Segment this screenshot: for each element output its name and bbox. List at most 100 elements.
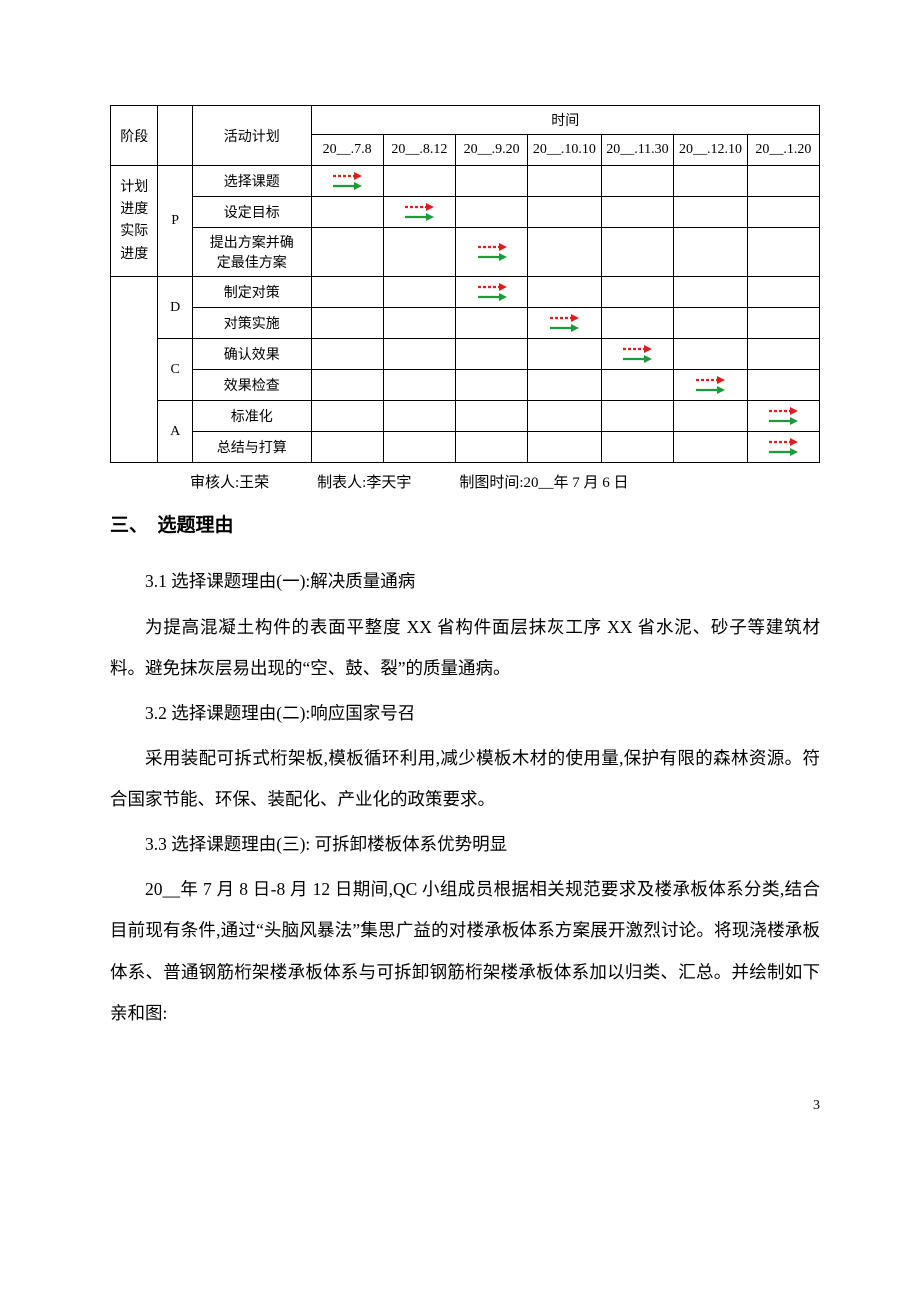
header-pdca-blank <box>158 106 193 166</box>
arrow-cell <box>674 197 747 228</box>
arrow-cell <box>456 308 528 339</box>
arrow-cell <box>383 277 455 308</box>
activity-cell: 设定目标 <box>192 197 311 228</box>
arrow-cell <box>383 432 455 463</box>
activity-cell: 总结与打算 <box>192 432 311 463</box>
arrow-cell <box>601 228 674 277</box>
arrow-cell <box>311 228 383 277</box>
arrow-cell <box>601 401 674 432</box>
arrow-cell <box>456 401 528 432</box>
time-col-5: 20__.12.10 <box>674 135 747 166</box>
activity-cell: 制定对策 <box>192 277 311 308</box>
activity-cell: 提出方案并确 定最佳方案 <box>192 228 311 277</box>
arrow-cell <box>747 308 819 339</box>
arrow-cell <box>601 166 674 197</box>
table-row: 对策实施 <box>111 308 820 339</box>
page-content: 阶段 活动计划 时间 20__.7.8 20__.8.12 20__.9.20 … <box>0 0 920 1098</box>
p3-body: 20__年 7 月 8 日-8 月 12 日期间,QC 小组成员根据相关规范要求… <box>110 869 820 1034</box>
section-body: 3.1 选择课题理由(一):解决质量通病 为提高混凝土构件的表面平整度 XX 省… <box>110 561 820 1033</box>
arrow-cell <box>528 166 601 197</box>
p2-title: 3.2 选择课题理由(二):响应国家号召 <box>110 693 820 734</box>
arrow-cell <box>456 228 528 277</box>
arrow-cell <box>674 228 747 277</box>
arrow-cell <box>311 308 383 339</box>
phase-D: D <box>158 277 193 339</box>
arrow-cell <box>528 228 601 277</box>
activity-cell: 选择课题 <box>192 166 311 197</box>
date-label: 制图时间:20__年 7 月 6 日 <box>459 471 628 492</box>
arrow-cell <box>674 401 747 432</box>
section-heading: 三、 选题理由 <box>110 510 820 537</box>
p2-body: 采用装配可拆式桁架板,模板循环利用,减少模板木材的使用量,保护有限的森林资源。符… <box>110 738 820 820</box>
table-row: 总结与打算 <box>111 432 820 463</box>
activity-cell: 对策实施 <box>192 308 311 339</box>
arrow-cell <box>383 370 455 401</box>
activity-cell: 确认效果 <box>192 339 311 370</box>
time-col-3: 20__.10.10 <box>528 135 601 166</box>
phase-P: P <box>158 166 193 277</box>
time-col-4: 20__.11.30 <box>601 135 674 166</box>
arrow-cell <box>528 401 601 432</box>
arrow-cell <box>311 339 383 370</box>
arrow-cell <box>456 277 528 308</box>
arrow-cell <box>456 370 528 401</box>
header-activity: 活动计划 <box>192 106 311 166</box>
table-row: 提出方案并确 定最佳方案 <box>111 228 820 277</box>
time-col-0: 20__.7.8 <box>311 135 383 166</box>
arrow-cell <box>528 370 601 401</box>
arrow-cell <box>383 308 455 339</box>
table-row: C 确认效果 <box>111 339 820 370</box>
time-col-2: 20__.9.20 <box>456 135 528 166</box>
arrow-cell <box>311 370 383 401</box>
arrow-cell <box>311 432 383 463</box>
arrow-cell <box>528 197 601 228</box>
arrow-cell <box>383 339 455 370</box>
arrow-cell <box>528 308 601 339</box>
arrow-cell <box>383 166 455 197</box>
arrow-cell <box>383 401 455 432</box>
activity-cell: 效果检查 <box>192 370 311 401</box>
arrow-cell <box>601 339 674 370</box>
phase-C: C <box>158 339 193 401</box>
arrow-cell <box>747 370 819 401</box>
arrow-cell <box>674 370 747 401</box>
table-row: A 标准化 <box>111 401 820 432</box>
arrow-cell <box>311 277 383 308</box>
arrow-cell <box>674 308 747 339</box>
reviewer-label: 审核人:王荣 <box>190 471 269 492</box>
table-row: 设定目标 <box>111 197 820 228</box>
arrow-cell <box>456 197 528 228</box>
arrow-cell <box>601 308 674 339</box>
arrow-cell <box>601 432 674 463</box>
p1-body: 为提高混凝土构件的表面平整度 XX 省构件面层抹灰工序 XX 省水泥、砂子等建筑… <box>110 607 820 689</box>
arrow-cell <box>383 197 455 228</box>
stage-blank-cell <box>111 277 158 463</box>
p1-title: 3.1 选择课题理由(一):解决质量通病 <box>110 561 820 602</box>
arrow-cell <box>528 277 601 308</box>
p3-title: 3.3 选择课题理由(三): 可拆卸楼板体系优势明显 <box>110 824 820 865</box>
arrow-cell <box>528 432 601 463</box>
arrow-cell <box>674 339 747 370</box>
arrow-cell <box>747 197 819 228</box>
arrow-cell <box>601 370 674 401</box>
arrow-cell <box>601 197 674 228</box>
preparer-label: 制表人:李天宇 <box>317 471 411 492</box>
arrow-cell <box>674 166 747 197</box>
time-col-1: 20__.8.12 <box>383 135 455 166</box>
arrow-cell <box>747 228 819 277</box>
arrow-cell <box>311 401 383 432</box>
arrow-cell <box>601 277 674 308</box>
arrow-cell <box>456 339 528 370</box>
header-stage: 阶段 <box>111 106 158 166</box>
arrow-cell <box>747 166 819 197</box>
arrow-cell <box>383 228 455 277</box>
table-row: 计划 进度 实际 进度 P 选择课题 <box>111 166 820 197</box>
table-row: D 制定对策 <box>111 277 820 308</box>
activity-cell: 标准化 <box>192 401 311 432</box>
page-number: 3 <box>0 1098 920 1144</box>
table-row: 效果检查 <box>111 370 820 401</box>
phase-A: A <box>158 401 193 463</box>
header-time: 时间 <box>311 106 819 135</box>
arrow-cell <box>456 166 528 197</box>
arrow-cell <box>747 277 819 308</box>
